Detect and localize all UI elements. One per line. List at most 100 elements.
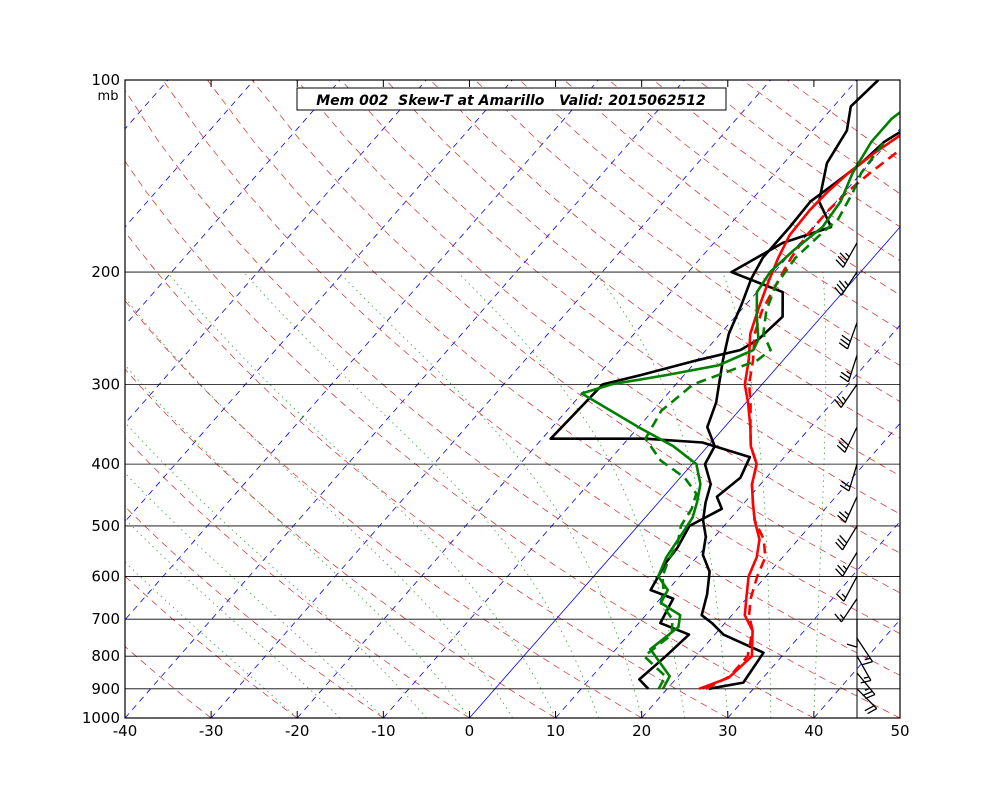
wind-barb: [856, 637, 874, 666]
barb-flag: [834, 286, 842, 296]
wind-barb: [834, 384, 858, 408]
y-tick-label: 1000: [82, 709, 120, 727]
barb-flag: [838, 511, 848, 520]
x-tick-label: -30: [199, 722, 224, 740]
wind-barb: [856, 672, 876, 700]
barb-flag: [865, 693, 876, 700]
moist-adiabat-line: [722, 271, 772, 718]
y-tick-label: 500: [91, 517, 120, 535]
dry-adiabat-line: [125, 89, 900, 718]
y-unit-label: mb: [98, 89, 119, 104]
wind-barb: [856, 688, 878, 715]
x-tick-label: 40: [804, 722, 823, 740]
isotherm-line: [383, 128, 900, 718]
barb-half-flag: [863, 676, 870, 679]
barb-half-flag: [839, 614, 845, 620]
chart-title: Mem 002 Skew-T at Amarillo Valid: 201506…: [316, 93, 705, 109]
mixing-solid-line: [580, 110, 900, 690]
barb-flag: [839, 252, 848, 261]
x-tick-label: 0: [465, 722, 475, 740]
barb-flag: [835, 593, 845, 602]
y-tick-label: 700: [91, 610, 120, 628]
y-tick-label: 600: [91, 567, 120, 585]
barb-half-flag: [846, 370, 852, 375]
wind-barb: [834, 598, 858, 623]
wind-barb: [837, 496, 858, 523]
barb-flag: [837, 514, 846, 523]
barb-flag: [841, 480, 851, 488]
barb-flag: [838, 280, 847, 290]
y-tick-label: 100: [91, 71, 120, 89]
moist-adiabat-line: [166, 271, 556, 718]
y-tick-label: 300: [91, 375, 120, 393]
y-tick-label: 400: [91, 455, 120, 473]
isotherm-line: [125, 80, 427, 425]
barb-flag: [837, 564, 846, 574]
barb-flag: [840, 338, 850, 346]
x-tick-label: -20: [285, 722, 310, 740]
barb-flag: [841, 334, 851, 342]
x-tick-label: 50: [890, 722, 909, 740]
dry-adiabat-line: [125, 506, 384, 718]
dry-adiabat-line: [125, 368, 556, 718]
y-tick-label: 900: [91, 680, 120, 698]
wind-barb: [839, 355, 858, 383]
moist-adiabat-line: [125, 472, 384, 718]
barb-half-flag: [844, 280, 849, 286]
isotherm-line: [296, 80, 858, 718]
barb-flag: [860, 679, 872, 684]
wind-barb: [839, 463, 858, 492]
wind-barb: [835, 242, 858, 268]
isotherm-line: [210, 80, 771, 718]
barb-flag: [834, 399, 842, 408]
dry-adiabat-line: [125, 231, 728, 718]
wind-barb: [835, 576, 858, 602]
isotherm-line: [125, 80, 599, 621]
isotherm-line: [125, 80, 255, 228]
isotherm-line: [125, 80, 685, 718]
moist-adiabat-line: [813, 272, 827, 718]
barb-flag: [837, 538, 846, 547]
moist-adiabat-line: [457, 271, 686, 718]
dry-adiabat-line: [125, 437, 470, 718]
y-axis-ticks: 1000 900 800 700 600 500 400 300 200 100: [82, 71, 120, 727]
wind-barb: [838, 322, 858, 350]
x-axis-ticks: -40 -30 -20 -10 0 10 20 30 40 50: [113, 80, 910, 740]
plot-frame: [124, 79, 901, 719]
dewpoint-solid-line: [549, 80, 880, 690]
mixing-dashed-line: [642, 141, 886, 690]
barb-half-flag: [864, 687, 871, 691]
y-tick-label: 800: [91, 647, 120, 665]
barb-flag: [838, 342, 848, 350]
barb-flag: [867, 708, 878, 715]
barb-flag: [835, 259, 844, 268]
barb-flag: [839, 484, 850, 492]
dry-adiabat-line: [162, 80, 900, 676]
barb-flag: [838, 441, 848, 450]
isotherm-line: [125, 80, 513, 523]
wind-barb: [834, 271, 858, 296]
wind-barb: [835, 552, 858, 577]
barb-half-flag: [865, 657, 871, 661]
barb-flag: [835, 541, 844, 551]
barb-flag: [836, 395, 844, 405]
x-tick-label: -40: [113, 722, 138, 740]
chart-title-box: Mem 002 Skew-T at Amarillo Valid: 201506…: [296, 87, 727, 111]
wind-barb: [856, 655, 872, 684]
barb-flag: [840, 437, 849, 446]
x-tick-label: 10: [546, 722, 565, 740]
barb-flag: [839, 375, 849, 383]
x-tick-label: -10: [371, 722, 396, 740]
dry-adiabat-line: [125, 300, 642, 718]
y-tick-label: 200: [91, 263, 120, 281]
barb-flag: [846, 643, 858, 648]
barb-flag: [839, 534, 848, 544]
barb-half-flag: [841, 396, 847, 402]
barb-flag: [836, 283, 845, 293]
dry-adiabat-line: [519, 80, 900, 366]
x-tick-label: 30: [718, 722, 737, 740]
barb-flag: [862, 660, 873, 666]
barb-half-flag: [841, 593, 847, 599]
